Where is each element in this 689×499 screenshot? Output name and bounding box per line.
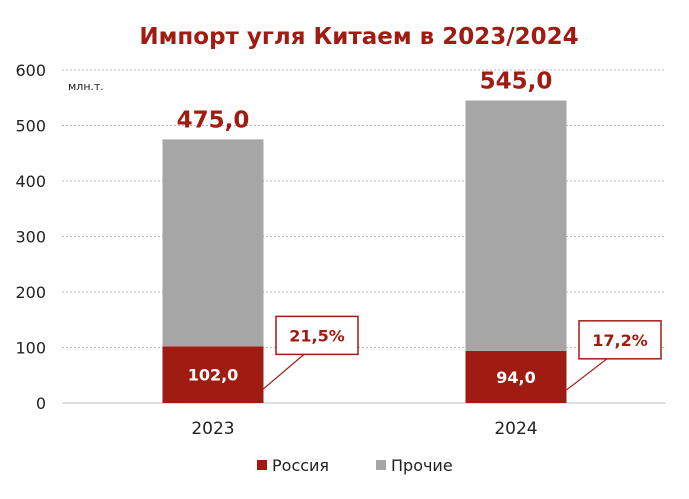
bars <box>162 100 567 403</box>
unit-label: млн.т. <box>68 80 104 93</box>
y-tick-label: 600 <box>15 61 46 80</box>
russia-value-label: 102,0 <box>188 366 239 385</box>
data-labels: 102,0 475,0 21,5% 94,0 545,0 17,2% <box>177 69 662 391</box>
share-label: 21,5% <box>289 326 345 345</box>
legend-swatch-russia <box>257 460 267 470</box>
russia-value-label: 94,0 <box>496 368 535 387</box>
total-value-label: 475,0 <box>177 107 250 133</box>
bar-other <box>465 100 567 351</box>
legend-label: Прочие <box>391 456 453 475</box>
x-tick-label: 2023 <box>191 419 234 439</box>
bar-russia <box>465 350 567 403</box>
y-tick-label: 300 <box>15 228 46 247</box>
bar-russia <box>162 346 264 403</box>
share-callout-box <box>578 320 662 360</box>
x-tick-label: 2024 <box>494 419 537 439</box>
share-callout-box <box>275 315 359 356</box>
y-tick-label: 0 <box>36 394 46 413</box>
y-tick-label: 500 <box>15 117 46 136</box>
y-tick-label: 400 <box>15 172 46 191</box>
y-axis-ticks: 0 100 200 300 400 500 600 <box>15 61 46 413</box>
legend-label: Россия <box>272 456 329 475</box>
y-tick-label: 200 <box>15 283 46 302</box>
bar-other <box>162 139 264 347</box>
callout-leader <box>263 353 305 390</box>
share-label: 17,2% <box>592 331 648 350</box>
gridlines <box>62 69 666 404</box>
callout-leader <box>566 358 608 391</box>
legend-swatch-other <box>376 460 386 470</box>
chart-title: Импорт угля Китаем в 2023/2024 <box>139 24 578 50</box>
y-tick-label: 100 <box>15 339 46 358</box>
legend: Россия Прочие <box>257 456 453 475</box>
total-value-label: 545,0 <box>480 69 553 95</box>
x-axis-ticks: 2023 2024 <box>191 419 537 439</box>
